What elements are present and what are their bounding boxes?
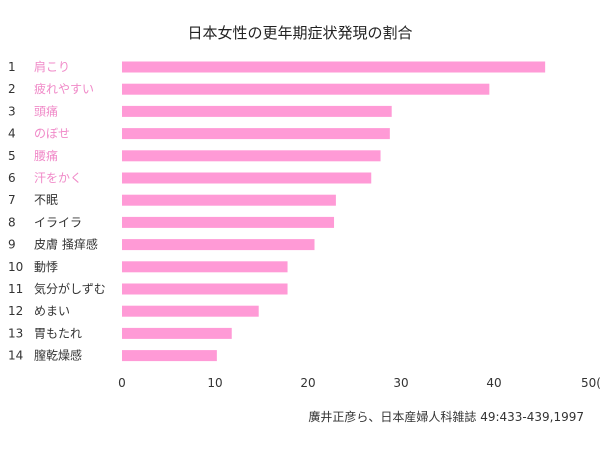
category-label: 動悸 <box>34 260 58 274</box>
x-tick-label: 30 <box>393 376 408 390</box>
category-label: めまい <box>34 304 70 318</box>
bar <box>122 194 336 206</box>
rank-label: 4 <box>8 127 16 141</box>
rank-label: 3 <box>8 104 16 118</box>
category-label: 疲れやすい <box>34 81 94 96</box>
bar <box>122 172 372 184</box>
rank-label: 1 <box>8 60 16 74</box>
rank-label: 11 <box>8 282 23 296</box>
bar <box>122 128 390 140</box>
chart-title: 日本女性の更年期症状発現の割合 <box>187 24 413 42</box>
category-label: イライラ <box>34 215 82 229</box>
category-label: のぼせ <box>34 127 70 141</box>
bar <box>122 305 259 317</box>
bar <box>122 83 490 95</box>
rank-label: 7 <box>8 193 16 207</box>
category-label: 不眠 <box>34 193 58 207</box>
category-label: 肩こり <box>34 59 70 74</box>
x-tick-label: 0 <box>118 376 126 390</box>
rank-label: 14 <box>8 349 23 363</box>
category-label: 頭痛 <box>34 103 58 118</box>
bar <box>122 61 546 73</box>
category-label: 胃もたれ <box>34 326 82 340</box>
category-label: 皮膚 掻痒感 <box>34 237 98 252</box>
bar <box>122 350 217 362</box>
bar <box>122 216 335 228</box>
rank-label: 6 <box>8 171 16 185</box>
x-tick-label: 20 <box>300 376 315 390</box>
rank-label: 13 <box>8 326 23 340</box>
bar <box>122 283 288 295</box>
category-label: 膣乾燥感 <box>34 348 82 363</box>
bar <box>122 327 232 339</box>
x-tick-label: 40 <box>486 376 501 390</box>
category-label: 気分がしずむ <box>34 281 106 296</box>
rank-label: 12 <box>8 304 23 318</box>
rank-label: 2 <box>8 82 16 96</box>
rank-label: 9 <box>8 238 16 252</box>
x-tick-label: 50(%) <box>581 376 600 390</box>
bar <box>122 105 392 117</box>
bar <box>122 150 381 162</box>
source-citation: 廣井正彦ら、日本産婦人科雑誌 49:433-439,1997 <box>308 410 584 424</box>
category-label: 汗をかく <box>34 171 82 185</box>
bar <box>122 239 315 251</box>
bar <box>122 261 288 273</box>
rank-label: 10 <box>8 260 23 274</box>
x-tick-label: 10 <box>207 376 222 390</box>
rank-label: 8 <box>8 215 16 229</box>
category-label: 腰痛 <box>34 148 58 163</box>
rank-label: 5 <box>8 149 16 163</box>
